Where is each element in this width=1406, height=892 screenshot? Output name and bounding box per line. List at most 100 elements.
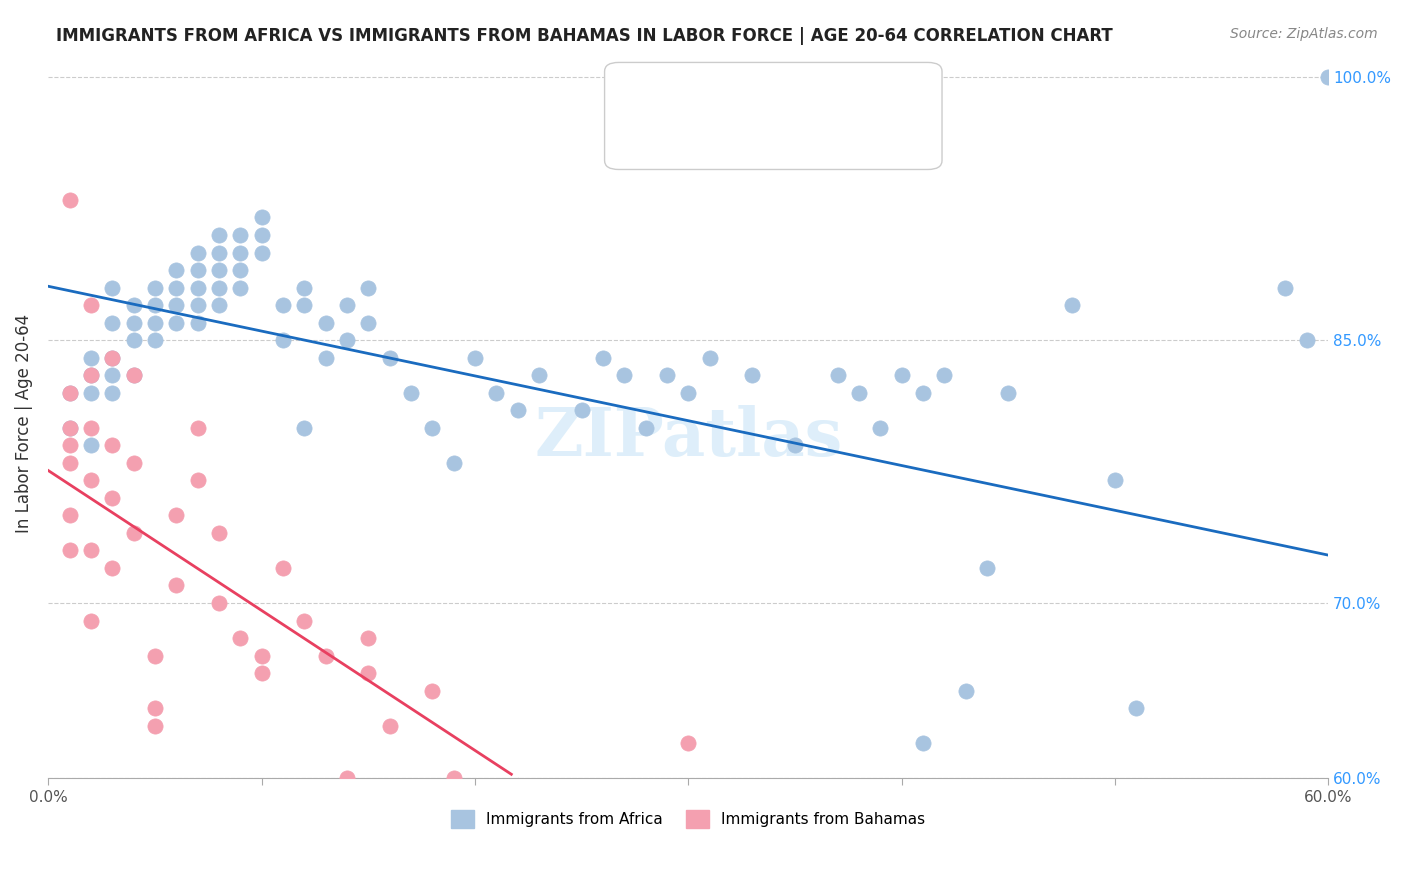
Point — [1317, 70, 1340, 85]
Point — [59, 543, 82, 558]
Point — [122, 368, 145, 383]
Point — [378, 719, 401, 733]
Point — [59, 421, 82, 435]
Point — [229, 245, 252, 260]
Legend: Immigrants from Africa, Immigrants from Bahamas: Immigrants from Africa, Immigrants from … — [446, 804, 931, 834]
Point — [208, 227, 231, 242]
Point — [292, 298, 315, 312]
Point — [59, 508, 82, 523]
Point — [464, 351, 486, 365]
Point — [443, 771, 465, 785]
Point — [955, 683, 977, 698]
Point — [676, 385, 699, 400]
Point — [741, 368, 763, 383]
Point — [59, 193, 82, 207]
Point — [143, 280, 166, 294]
Point — [208, 596, 231, 610]
Point — [101, 351, 124, 365]
Point — [229, 631, 252, 645]
Point — [122, 298, 145, 312]
Point — [59, 421, 82, 435]
Point — [80, 368, 103, 383]
Point — [143, 701, 166, 715]
Point — [420, 421, 443, 435]
Point — [122, 316, 145, 330]
Point — [80, 368, 103, 383]
Point — [336, 298, 359, 312]
Point — [208, 298, 231, 312]
Point — [1062, 298, 1084, 312]
Point — [506, 403, 529, 417]
Point — [165, 578, 187, 592]
Point — [250, 245, 273, 260]
Point — [1232, 859, 1254, 873]
Point — [187, 473, 209, 487]
Point — [101, 351, 124, 365]
Point — [934, 368, 956, 383]
Point — [250, 666, 273, 681]
Point — [165, 316, 187, 330]
Point — [783, 438, 806, 452]
Point — [869, 421, 891, 435]
Point — [165, 280, 187, 294]
Point — [229, 280, 252, 294]
Point — [143, 648, 166, 663]
Point — [80, 438, 103, 452]
Point — [187, 263, 209, 277]
Point — [59, 438, 82, 452]
Point — [187, 245, 209, 260]
Point — [464, 841, 486, 855]
Text: ZIPatlas: ZIPatlas — [534, 405, 842, 470]
Point — [101, 561, 124, 575]
Point — [1211, 841, 1233, 855]
Point — [592, 351, 614, 365]
Point — [122, 525, 145, 540]
Point — [315, 351, 337, 365]
Point — [1104, 859, 1126, 873]
Point — [699, 351, 721, 365]
Point — [122, 368, 145, 383]
Point — [208, 245, 231, 260]
Point — [315, 316, 337, 330]
Point — [1274, 280, 1296, 294]
Point — [59, 385, 82, 400]
Point — [165, 263, 187, 277]
Point — [143, 333, 166, 347]
Point — [464, 806, 486, 821]
Point — [80, 351, 103, 365]
Point — [80, 614, 103, 628]
Point — [229, 227, 252, 242]
Point — [143, 298, 166, 312]
Point — [271, 298, 294, 312]
Point — [165, 508, 187, 523]
Point — [378, 351, 401, 365]
Point — [997, 385, 1019, 400]
Point — [101, 316, 124, 330]
Point — [122, 456, 145, 470]
Point — [357, 666, 380, 681]
Point — [676, 736, 699, 750]
Point — [634, 421, 657, 435]
Point — [292, 280, 315, 294]
Point — [571, 403, 593, 417]
Point — [250, 648, 273, 663]
Point — [80, 473, 103, 487]
Point — [80, 385, 103, 400]
Point — [208, 525, 231, 540]
Point — [80, 298, 103, 312]
Text: IMMIGRANTS FROM AFRICA VS IMMIGRANTS FROM BAHAMAS IN LABOR FORCE | AGE 20-64 COR: IMMIGRANTS FROM AFRICA VS IMMIGRANTS FRO… — [56, 27, 1114, 45]
Text: Source: ZipAtlas.com: Source: ZipAtlas.com — [1230, 27, 1378, 41]
Point — [229, 263, 252, 277]
Point — [1295, 333, 1317, 347]
Point — [271, 561, 294, 575]
Point — [911, 385, 934, 400]
Point — [1253, 806, 1275, 821]
Point — [976, 561, 998, 575]
Point — [827, 368, 849, 383]
Point — [208, 280, 231, 294]
Point — [292, 421, 315, 435]
Point — [292, 614, 315, 628]
Point — [165, 298, 187, 312]
Point — [443, 456, 465, 470]
Point — [911, 736, 934, 750]
